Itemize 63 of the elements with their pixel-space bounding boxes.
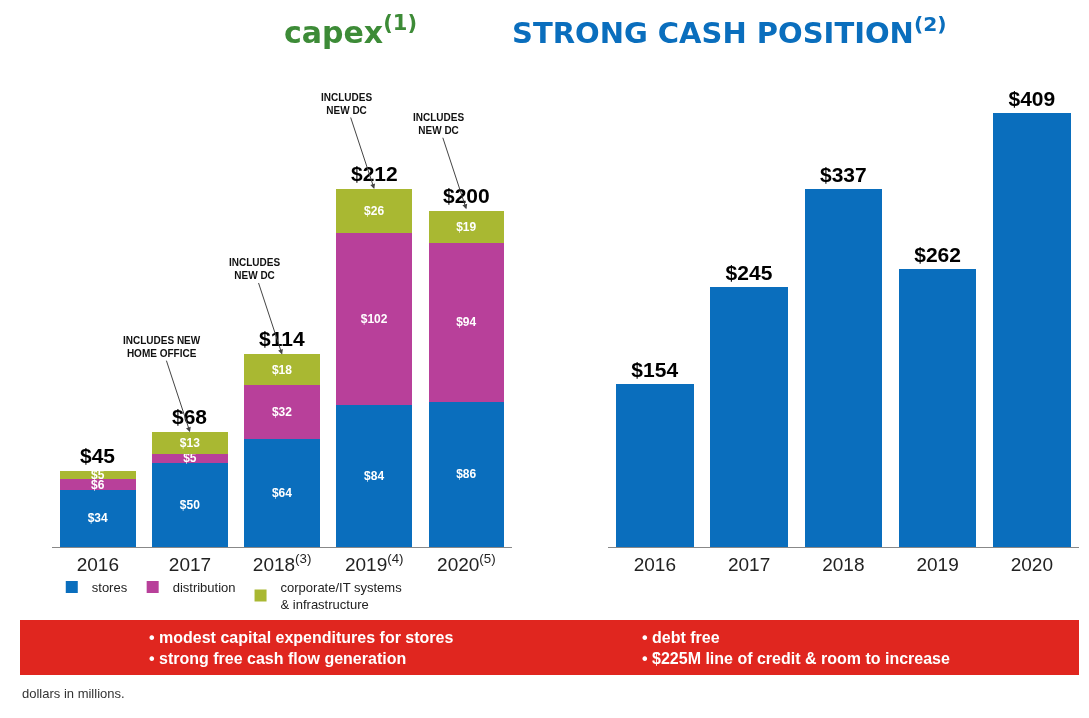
bar	[152, 462, 228, 547]
x-tick-label: 2016	[76, 553, 119, 575]
bar	[336, 232, 413, 406]
bar	[710, 286, 788, 547]
total-label: $68	[172, 405, 208, 428]
bar	[336, 405, 413, 547]
data-label: $86	[456, 467, 477, 482]
total-label: $45	[80, 444, 116, 467]
data-label: $409	[1008, 86, 1056, 110]
data-label: $18	[271, 362, 293, 377]
bar	[993, 112, 1071, 547]
data-label: $102	[360, 312, 388, 327]
bar	[336, 189, 413, 233]
data-label: $13	[179, 436, 201, 451]
data-label: $245	[725, 260, 773, 284]
bar	[428, 210, 505, 244]
data-label: $262	[914, 242, 961, 266]
x-tick-label: 2017	[727, 553, 771, 575]
bar	[60, 479, 136, 490]
total-label: $212	[351, 162, 398, 185]
data-label: $32	[271, 404, 293, 419]
legend-label: distribution	[172, 580, 236, 596]
bar	[898, 268, 977, 547]
text: • modest capital expenditures for stores • strong free cash flow generation	[149, 629, 454, 667]
annotation: INCLUDES NEW DC	[229, 257, 281, 281]
bar	[60, 489, 136, 547]
legend-label: corporate/IT systems & infrastructure	[280, 580, 403, 613]
x-tick-label: 2016	[633, 553, 677, 575]
x-tick-label: 2020$^{(5)}$	[437, 550, 496, 575]
bar	[804, 189, 883, 547]
chart-title: capex$^{(1)}$	[284, 11, 418, 50]
data-label: $50	[179, 497, 201, 512]
chart-title: STRONG CASH POSITION$^{(2)}$	[512, 12, 947, 51]
bar	[244, 354, 320, 385]
total-label: $114	[259, 327, 305, 350]
x-tick-label: 2017	[168, 553, 212, 575]
text: • debt free • $225M line of credit & room to increase	[642, 629, 951, 667]
data-label: $94	[456, 315, 477, 330]
x-tick-label: 2018$^{(3)}$	[252, 550, 312, 575]
x-tick-label: 2018	[822, 553, 865, 575]
x-tick-label: 2020	[1010, 553, 1054, 575]
bar	[428, 243, 505, 402]
legend-label: stores	[91, 580, 128, 596]
data-label: $84	[364, 469, 385, 484]
data-label: $64	[271, 485, 293, 500]
x-tick-label: 2019$^{(4)}$	[344, 550, 404, 575]
bar	[244, 384, 320, 439]
text: dollars in millions.	[22, 686, 125, 701]
bar	[244, 438, 320, 547]
annotation: INCLUDES NEW DC	[321, 92, 373, 116]
data-label: $26	[364, 203, 385, 218]
x-tick-label: 2019	[916, 553, 959, 575]
annotation: INCLUDES NEW DC	[413, 112, 465, 136]
data-label: $154	[631, 357, 679, 381]
annotation: INCLUDES NEW HOME OFFICE	[123, 335, 201, 359]
bar	[152, 454, 228, 463]
data-label: $34	[87, 511, 109, 526]
total-label: $200	[443, 184, 490, 207]
data-label: $337	[820, 163, 867, 187]
bar	[428, 401, 505, 547]
bar	[152, 432, 228, 455]
data-label: $19	[456, 219, 477, 234]
bar	[616, 383, 694, 547]
